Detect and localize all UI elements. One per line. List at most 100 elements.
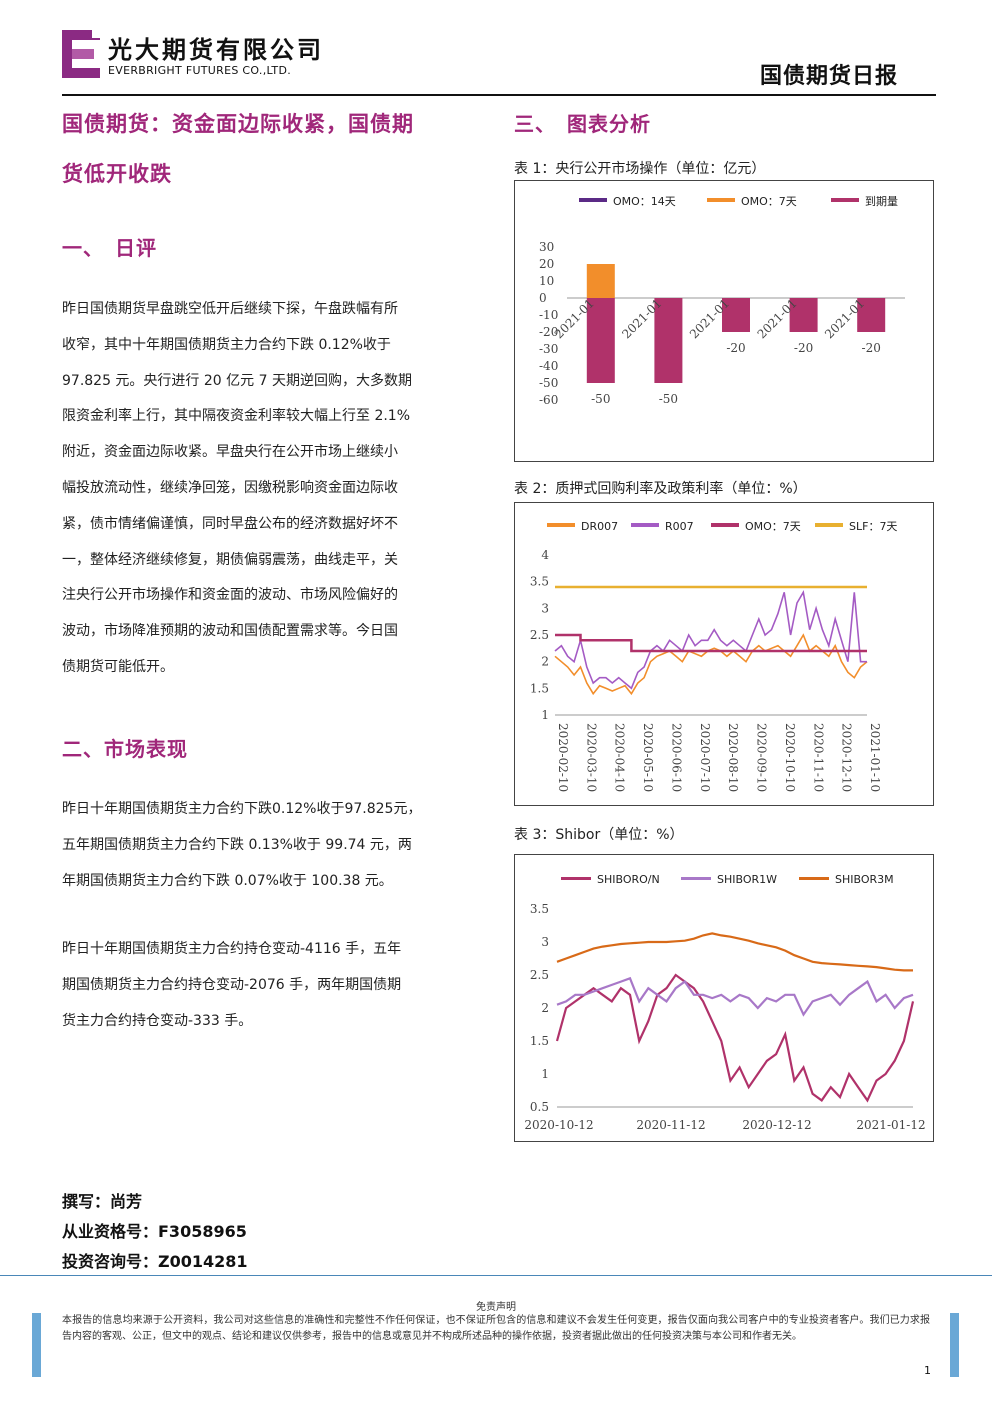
legend-swatch [831,198,859,202]
legend-swatch [815,523,843,527]
series-line [554,590,867,690]
text-line: 昨日国债期货早盘跳空低开后继续下探，午盘跌幅有所 [62,301,398,317]
y-tick-label: -60 [539,393,558,407]
series-line [555,633,867,653]
text-line: 一，整体经济继续修复，期债偏弱震荡，曲线走平，关 [62,551,398,568]
y-tick-label: 3.5 [530,575,549,589]
bar [654,298,683,383]
document-title: 国债期货日报 [760,64,899,89]
text-line: 限资金利率上行，其中隔夜资金利率较大幅上行至 2.1% [62,408,411,425]
text-line: 紧，债市情绪偏谨慎，同时早盘公布的经济数据好坏不 [62,515,398,532]
y-tick-label: 1 [541,708,549,722]
text-line: 昨日十年期国债期货主力合约下跌0.12%收于97.825元， [62,801,422,817]
text-line: 幅投放流动性，继续净回笼，因缴税影响资金面边际收 [62,479,398,496]
y-tick-label: 1.5 [530,681,549,695]
legend-swatch [631,523,659,527]
footer-accent-left [32,1313,41,1377]
author-consult-id: 投资咨询号：Z0014281 [62,1252,248,1271]
bar [586,264,615,298]
legend-swatch [707,198,735,202]
article-title-line2: 货低开收跌 [62,162,172,186]
legend-label: OMO：14天 [613,195,676,208]
series-line [556,932,913,972]
legend-label: SLF：7天 [849,520,897,533]
y-tick-label: 3 [541,601,549,615]
y-tick-label: 2 [541,1001,549,1015]
text-line: 97.825 元。央行进行 20 亿元 7 天期逆回购，大多数期 [62,372,412,389]
y-tick-label: 2.5 [530,628,549,642]
y-tick-label: 3 [541,935,549,949]
legend-label: SHIBOR1W [717,873,777,886]
legend-label: 到期量 [865,195,898,208]
legend-swatch [547,523,575,527]
legend-swatch [579,198,607,202]
text-line: 年期国债期货主力合约下跌 0.07%收于 100.38 元。 [62,872,393,889]
legend-label: DR007 [581,520,618,533]
x-tick-label: 2020-05-10 [641,723,655,792]
author-qualification: 从业资格号：F3058965 [62,1222,247,1241]
x-tick-label: 2020-08-10 [726,723,740,792]
text-line: 五年期国债期货主力合约下跌 0.13%收于 99.74 元，两 [62,836,412,853]
omo-bar-chart: OMO：14天 OMO：7天 到期量 30 20 10 0 -10 -20 -30 -40 -50 -6… [539,195,905,407]
chart2-caption: 表 2：质押式回购利率及政策利率（单位：%） [514,481,807,497]
text-line: 收窄，其中十年期国债期货主力合约下跌 0.12%收于 [62,336,391,353]
company-name-cn: 光大期货有限公司 [108,35,324,64]
y-tick-label: 20 [539,257,554,271]
y-tick-label: 3.5 [530,902,549,916]
market-paragraph-2: 昨日十年期国债期货主力合约持仓变动-4116 手，五年 期国债期货主力合约持仓变… [62,932,492,1039]
article-title-line1: 国债期货：资金面边际收紧，国债期 [62,112,414,136]
y-tick-label: -50 [539,376,558,390]
chart1-caption: 表 1：央行公开市场操作（单位：亿元） [514,161,766,177]
text-line: 期国债期货主力合约持仓变动-2076 手，两年期国债期 [62,976,402,993]
legend-label: R007 [665,520,694,533]
y-tick-label: 0 [539,291,547,305]
header-divider [62,94,936,96]
repo-rate-line-chart: DR007 R007 OMO：7天 SLF：7天 4 3.5 3 2.5 2 1.5 1 2020-0… [530,520,898,792]
x-tick-label: 2021-01-10 [868,723,882,792]
text-line: 货主力合约持仓变动-333 手。 [62,1012,253,1029]
chart3-caption: 表 3：Shibor（单位：%） [514,827,684,843]
y-tick-label: -30 [539,342,558,356]
series-line [556,976,914,1017]
x-tick-label: 2020-12-10 [840,723,854,792]
y-tick-label: 2 [541,655,549,669]
daily-review-paragraph: 昨日国债期货早盘跳空低开后继续下探，午盘跌幅有所 收窄，其中十年期国债期货主力合… [62,292,492,686]
y-tick-label: 4 [541,548,549,562]
chart3-frame: SHIBORO/N SHIBOR1W SHIBOR3M 3.5 3 2.5 2 1.5 1 0.5… [514,854,934,1142]
section-heading-daily-review: 一、 日评 [62,236,157,260]
legend-swatch [799,877,829,880]
series-line [554,633,868,696]
legend-label: OMO：7天 [741,195,797,208]
series-line [555,973,915,1103]
footer-divider [0,1275,992,1276]
data-label: -50 [591,392,610,406]
company-name-en: EVERBRIGHT FUTURES CO.,LTD. [108,64,292,77]
y-tick-label: 2.5 [530,968,549,982]
footer-accent-right [950,1313,959,1377]
bar [586,298,615,383]
x-tick-label: 2020-11-12 [636,1118,705,1132]
data-label: -20 [726,341,745,355]
legend-label: SHIBOR3M [835,873,894,886]
x-tick-label: 2020-09-10 [755,723,769,792]
shibor-line-chart: SHIBORO/N SHIBOR1W SHIBOR3M 3.5 3 2.5 2 1.5 1 0.5… [524,873,925,1132]
y-tick-label: -40 [539,359,558,373]
x-tick-label: 2021-01-12 [856,1118,925,1132]
x-tick-label: 2020-11-10 [811,723,825,792]
y-tick-label: 10 [539,274,554,288]
text-line: 注央行公开市场操作和资金面的波动、市场风险偏好的 [62,587,398,604]
y-tick-label: -10 [539,308,558,322]
page-number: 1 [924,1364,931,1377]
x-tick-label: 2020-04-10 [613,723,627,792]
legend-swatch [561,877,591,880]
x-tick-label: 2020-03-10 [584,723,598,792]
disclaimer-text: 本报告的信息均来源于公开资料，我公司对这些信息的准确性和完整性不作任何保证，也不… [62,1315,930,1342]
bar [789,298,818,332]
x-tick-label: 2020-06-10 [669,723,683,792]
y-tick-label: 30 [539,240,554,254]
bar [857,298,886,332]
author-writer: 撰写：尚芳 [62,1192,143,1211]
bar [722,298,750,332]
y-tick-label: 1.5 [530,1034,549,1048]
legend-label: SHIBORO/N [597,873,660,886]
